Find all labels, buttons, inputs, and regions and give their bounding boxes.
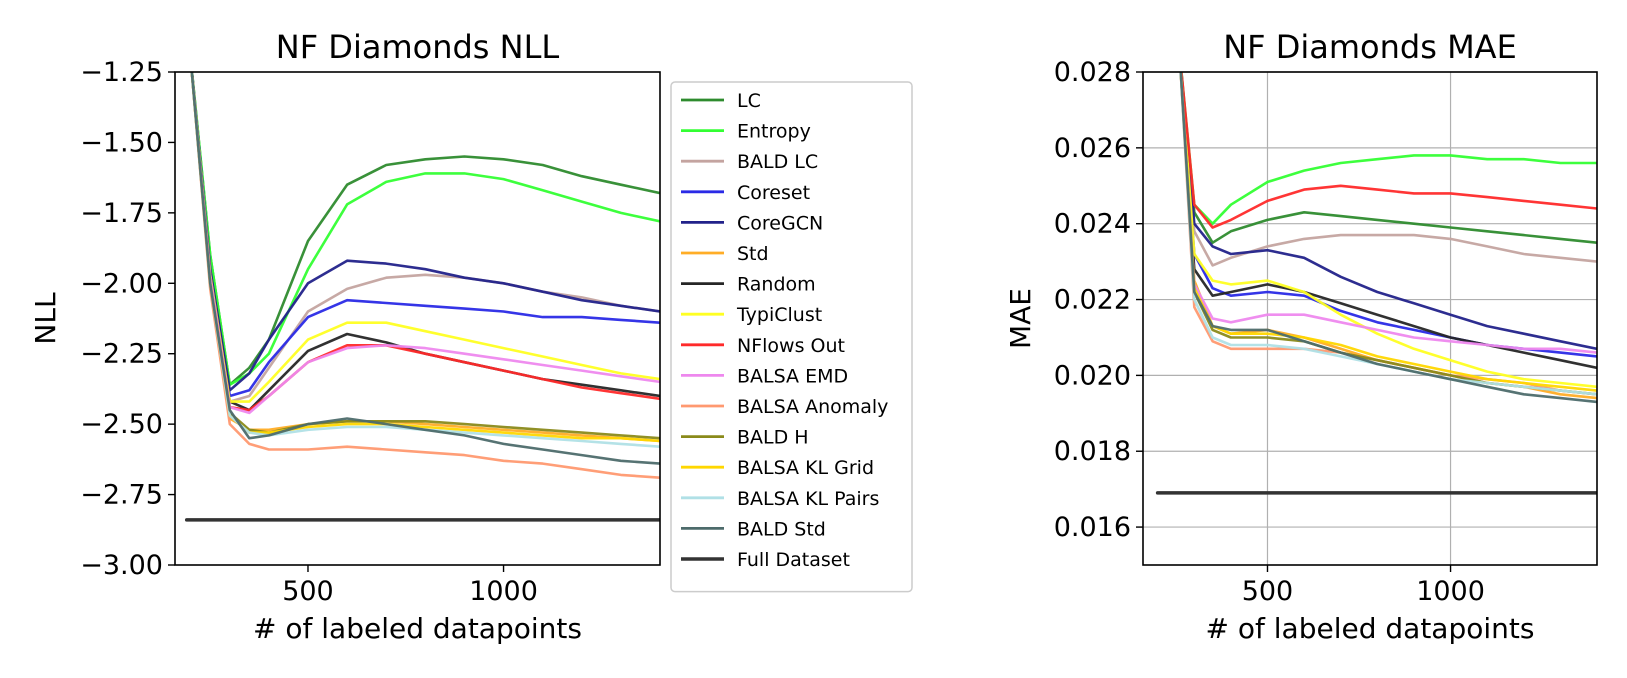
legend: LC Entropy BALD LC Coreset CoreGCN Std Random T… [670,81,913,593]
nll-series-group [184,72,660,522]
nll-ytick-label-7: −1.25 [80,57,163,88]
legend-label-typiclust: TypiClust [736,304,822,326]
legend-box [670,81,913,593]
mae-title: NF Diamonds MAE [1223,28,1517,66]
mae-ytick-label-4: 0.024 [1054,209,1131,240]
mae-ytick-label-2: 0.020 [1054,360,1131,391]
mae-ytick-label-0: 0.016 [1054,512,1131,543]
nll-line-nflows-out [190,72,660,412]
nll-ytick-label-2: −2.50 [80,409,163,440]
legend-label-coregcn: CoreGCN [737,212,823,234]
nll-line-bald-std [190,72,660,465]
nll-line-typiclust [190,72,660,403]
nll-title: NF Diamonds NLL [276,28,560,66]
legend-label-balsa-emd: BALSA EMD [737,365,848,387]
legend-label-full-dataset: Full Dataset [737,549,850,571]
mae-line-balsa-kl-pairs [1179,72,1597,396]
nll-chart: 500 1000 −3.00 −2.75 −2.50 −2.25 −2.00 −1.75 −1.… [29,28,661,645]
mae-axes-frame [1142,71,1598,566]
legend-label-coreset: Coreset [737,182,810,204]
nll-ytick-label-4: −2.00 [80,268,163,299]
legend-label-entropy: Entropy [737,121,811,143]
mae-xlabel: # of labeled datapoints [1206,612,1535,645]
mae-ylabel: MAE [1004,288,1037,349]
mae-line-random [1179,72,1597,370]
legend-label-bald-h: BALD H [737,427,809,449]
legend-label-nflows-out: NFlows Out [737,335,845,357]
legend-label-balsa-kl-pairs: BALSA KL Pairs [737,488,879,510]
mae-line-std [1179,72,1597,400]
nll-line-balsa-anomaly [190,72,660,480]
nll-axes-frame [174,71,661,566]
nll-line-bald-lc [190,72,660,403]
mae-line-bald-lc [1179,72,1597,267]
nll-ytick-label-0: −3.00 [80,550,163,581]
mae-line-nflows-out [1180,72,1597,229]
legend-label-random: Random [737,274,816,296]
mae-line-bald-std [1179,72,1597,404]
legend-label-balsa-anomaly: BALSA Anomaly [737,396,888,418]
mae-ytick-label-6: 0.028 [1054,57,1131,88]
nll-line-random [190,72,660,412]
mae-line-coreset [1179,72,1597,358]
nll-line-std [190,72,660,443]
mae-xtick-label-0: 500 [1242,576,1294,607]
mae-line-entropy [1180,72,1597,225]
mae-line-lc [1180,72,1597,244]
mae-xtick-label-1: 1000 [1416,576,1485,607]
nll-ylabel: NLL [29,292,62,345]
nll-ytick-label-1: −2.75 [80,480,163,511]
nll-xtick-label-0: 500 [282,576,334,607]
mae-ytick-label-3: 0.022 [1054,285,1131,316]
legend-label-std: Std [737,243,769,265]
mae-chart: 500 1000 0.016 0.018 0.020 0.022 0.024 0.026 0.0… [1004,28,1598,645]
legend-label-bald-lc: BALD LC [737,151,818,173]
mae-line-balsa-emd [1179,72,1597,354]
mae-ytick-label-5: 0.026 [1054,133,1131,164]
mae-line-typiclust [1179,72,1597,389]
mae-series-group [1155,72,1597,495]
mae-line-coregcn [1179,72,1597,351]
nll-line-balsa-emd [190,72,660,415]
nll-xlabel: # of labeled datapoints [253,612,582,645]
mae-ytick-label-1: 0.018 [1054,436,1131,467]
nll-line-entropy [190,72,660,387]
nll-line-lc [190,72,660,387]
nll-ytick-label-5: −1.75 [80,198,163,229]
nll-ytick-label-3: −2.25 [80,339,163,370]
nll-line-coregcn [190,72,660,392]
legend-label-balsa-kl-grid: BALSA KL Grid [737,457,874,479]
nll-line-coreset [190,72,660,398]
nll-ytick-label-6: −1.50 [80,127,163,158]
legend-label-bald-std: BALD Std [737,518,826,540]
nll-xtick-label-1: 1000 [469,576,538,607]
legend-label-lc: LC [737,90,761,112]
nll-line-balsa-kl-grid [190,72,660,443]
